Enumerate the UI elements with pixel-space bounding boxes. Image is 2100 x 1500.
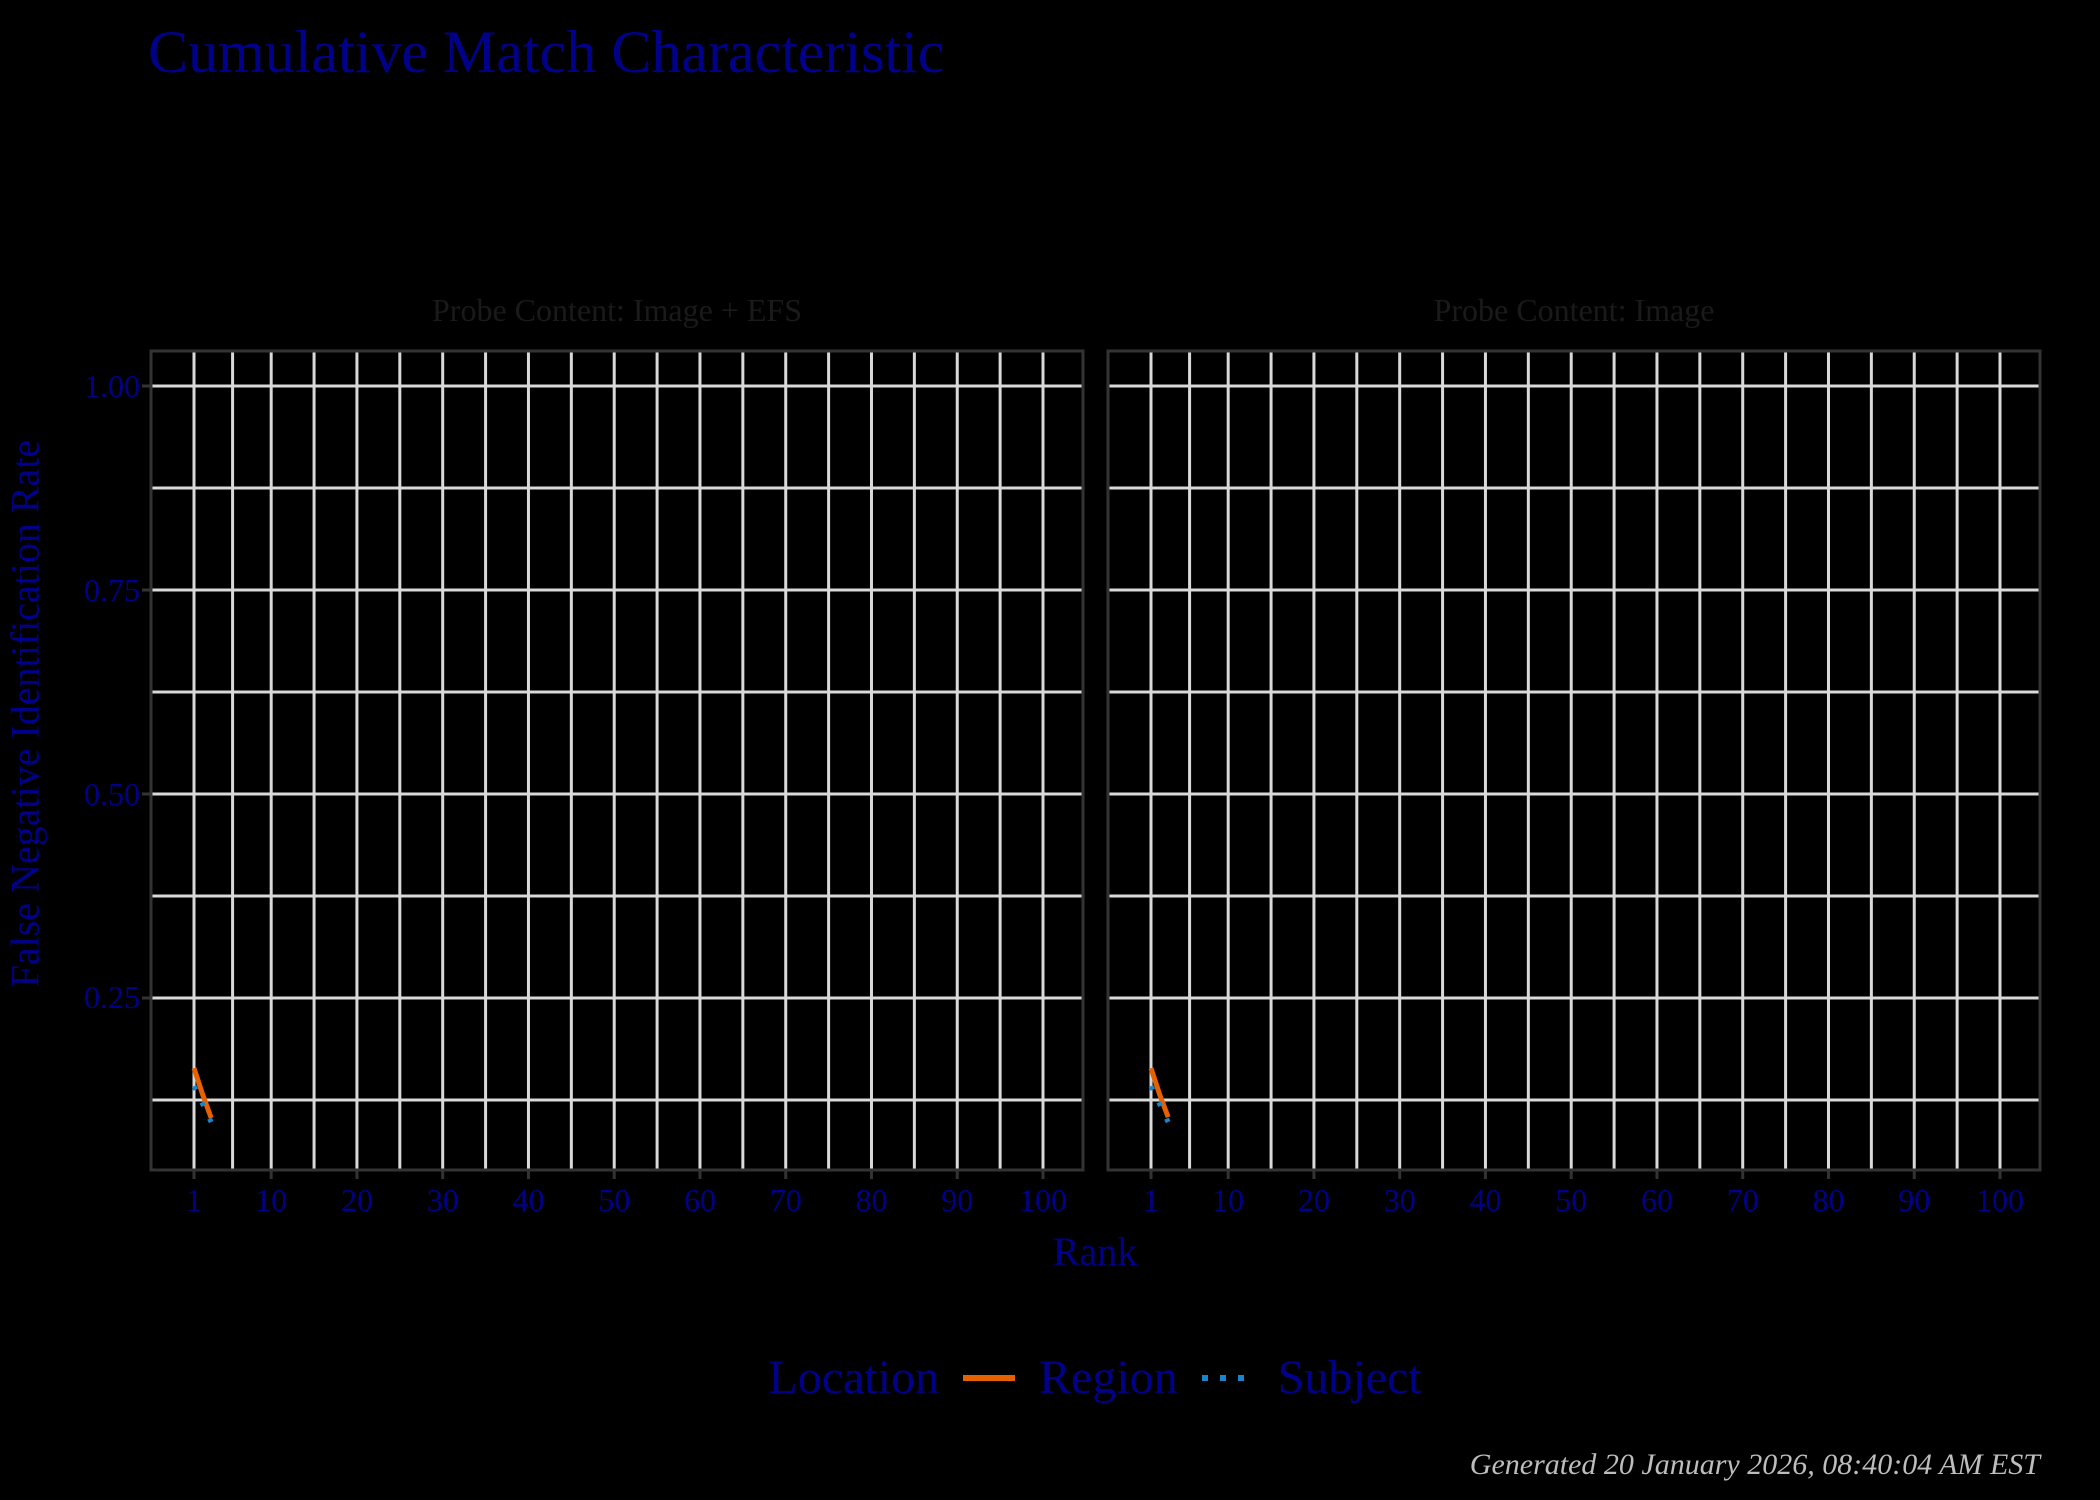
x-tick-label: 100 [1976, 1182, 2024, 1218]
x-tick-label: 30 [1383, 1182, 1416, 1218]
panel-strip-image-efs: Probe Content: Image + EFS [431, 292, 802, 328]
x-tick-label: 90 [1898, 1182, 1931, 1218]
series-region-line [191, 1067, 214, 1119]
panel-strip-image: Probe Content: Image [1433, 292, 1715, 328]
x-tick-label: 50 [598, 1182, 631, 1218]
y-tick-label: 1.00 [84, 368, 140, 404]
x-tick-label: 1 [1143, 1182, 1159, 1218]
y-axis-label: False Negative Identification Rate [2, 439, 48, 988]
x-tick-label: 40 [512, 1182, 545, 1218]
facet-panel-1 [1106, 349, 2042, 1179]
x-tick-label: 70 [769, 1182, 802, 1218]
x-tick-label: 100 [1019, 1182, 1067, 1218]
x-tick-label: 60 [1640, 1182, 1673, 1218]
x-tick-label: 60 [683, 1182, 716, 1218]
y-tick-label: 0.25 [84, 979, 140, 1015]
x-tick-label: 20 [1297, 1182, 1330, 1218]
legend: Location Region Subject [0, 1350, 2100, 1405]
x-tick-label: 50 [1555, 1182, 1588, 1218]
x-tick-label: 80 [1812, 1182, 1845, 1218]
x-tick-label: 10 [1212, 1182, 1245, 1218]
y-tick-label: 0.75 [84, 572, 140, 608]
legend-label-subject: Subject [1277, 1351, 1422, 1404]
x-tick-label: 30 [426, 1182, 459, 1218]
legend-title: Location [768, 1351, 939, 1404]
x-tick-label: 40 [1469, 1182, 1502, 1218]
legend-label-region: Region [1038, 1351, 1178, 1404]
legend-region-solid-line-icon [962, 1374, 1015, 1381]
x-tick-label: 20 [340, 1182, 373, 1218]
series-subject-line [191, 1085, 214, 1124]
x-tick-label: 80 [855, 1182, 888, 1218]
series-region-line [1148, 1067, 1171, 1119]
x-tick-label: 10 [255, 1182, 288, 1218]
x-tick-label: 70 [1726, 1182, 1759, 1218]
x-tick-label: 1 [186, 1182, 202, 1218]
y-tick-label: 0.50 [84, 776, 140, 812]
generated-timestamp: Generated 20 January 2026, 08:40:04 AM E… [1469, 1448, 2040, 1481]
x-tick-label: 90 [941, 1182, 974, 1218]
legend-subject-dotted-line-icon [1201, 1374, 1254, 1381]
x-axis-label: Rank [1052, 1229, 1138, 1274]
series-subject-line [1148, 1085, 1171, 1124]
facet-panel-0 [142, 349, 1085, 1179]
chart-title: Cumulative Match Characteristic [148, 19, 945, 85]
